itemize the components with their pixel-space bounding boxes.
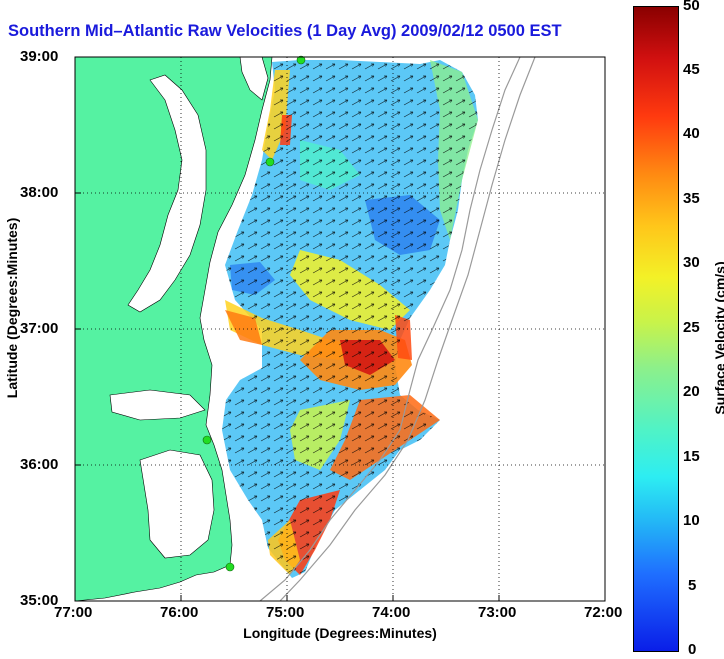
y-tick-label: 36:00: [20, 456, 59, 473]
colorbar-tick-label: 30: [683, 254, 700, 271]
colorbar-tick-label: 20: [683, 383, 700, 400]
x-tick-label: 75:00: [266, 604, 305, 621]
delaware-bay: [239, 57, 269, 101]
station-markers: [202, 55, 306, 572]
colorbar-tick-label: 15: [683, 448, 700, 465]
colorbar-tick-label: 50: [683, 0, 700, 14]
x-tick-label: 74:00: [372, 604, 411, 621]
x-tick-label: 77:00: [54, 604, 93, 621]
x-tick-label: 76:00: [160, 604, 199, 621]
colorbar-tick-label: 45: [683, 61, 700, 78]
grid: [75, 57, 605, 601]
colorbar-label: Surface Velocity (cm/s): [712, 261, 724, 415]
x-axis-label: Longitude (Degrees:Minutes): [243, 625, 437, 641]
depth-contour: [259, 57, 521, 601]
colorbar-tick-label: 5: [688, 577, 697, 594]
depth-contour: [279, 57, 536, 601]
map-title: Southern Mid–Atlantic Raw Velocities (1 …: [8, 22, 562, 40]
colorbar-tick-label: 25: [683, 319, 700, 336]
station-marker-icon: [265, 157, 275, 167]
colorbar-tick-label: 40: [683, 125, 700, 142]
land-mass: [75, 57, 273, 601]
colorbar: [633, 6, 679, 652]
station-marker-icon: [296, 55, 306, 65]
x-tick-label: 73:00: [478, 604, 517, 621]
colorbar-tick-label: 35: [683, 190, 700, 207]
station-marker-icon: [225, 562, 235, 572]
y-axis-label: Latitude (Degrees:Minutes): [4, 217, 20, 399]
y-tick-label: 37:00: [20, 320, 59, 337]
y-tick-label: 38:00: [20, 184, 59, 201]
y-tick-label: 35:00: [20, 592, 59, 609]
station-marker-icon: [202, 435, 212, 445]
x-tick-label: 72:00: [584, 604, 623, 621]
pamlico-sound: [139, 449, 215, 559]
colorbar-tick-label: 10: [683, 512, 700, 529]
tick-marks: [75, 192, 500, 601]
y-tick-label: 39:00: [20, 48, 59, 65]
colorbar-tick-label: 0: [688, 641, 697, 658]
velocity-arrows: [222, 60, 478, 578]
